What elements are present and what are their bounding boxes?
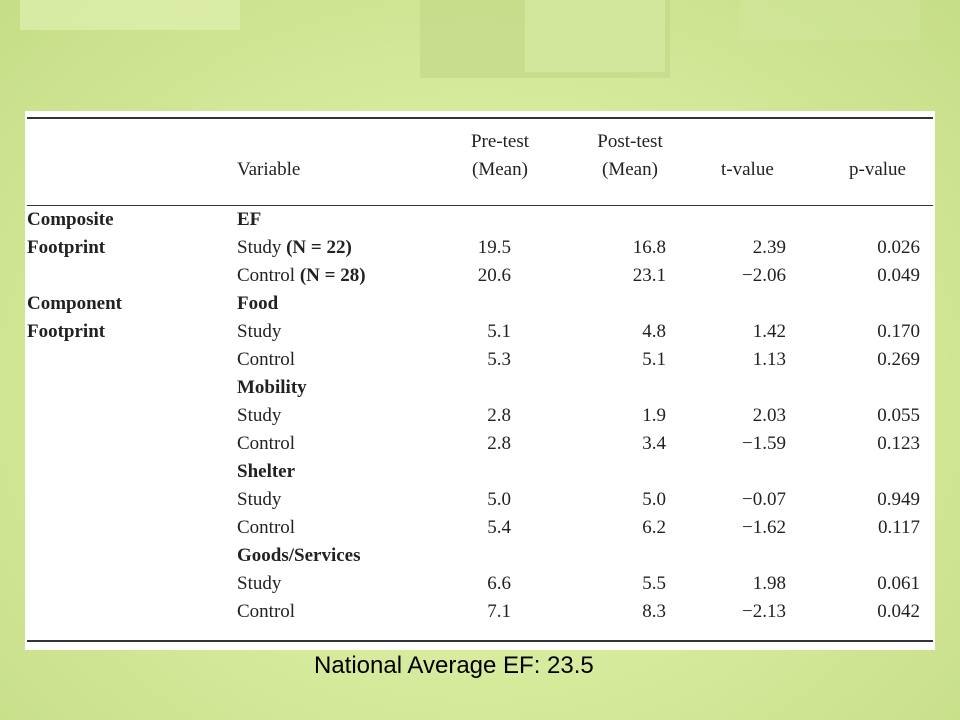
decor-block bbox=[740, 0, 920, 40]
decor-block bbox=[20, 0, 240, 30]
section-label: Shelter bbox=[237, 461, 296, 482]
results-table: Variable Pre-test (Mean) Post-test (Mean… bbox=[25, 111, 935, 650]
row-t: −1.59 bbox=[742, 433, 786, 454]
header-t-value: t-value bbox=[721, 159, 774, 180]
national-average-note: National Average EF: 23.5 bbox=[314, 652, 594, 679]
table-row: Control (N = 28) bbox=[237, 265, 366, 287]
row-variable: Study bbox=[237, 405, 282, 426]
row-t: 1.98 bbox=[752, 573, 786, 594]
row-pre: 2.8 bbox=[487, 405, 511, 426]
row-p: 0.123 bbox=[877, 433, 920, 454]
row-variable: Study bbox=[237, 321, 282, 342]
row-p: 0.170 bbox=[877, 321, 920, 342]
row-p: 0.042 bbox=[877, 601, 920, 622]
row-post: 3.4 bbox=[642, 433, 666, 454]
header-p-value: p-value bbox=[849, 159, 906, 180]
row-t: 1.42 bbox=[752, 321, 786, 342]
group-label-composite: Composite bbox=[27, 209, 114, 230]
row-p: 0.049 bbox=[877, 265, 920, 286]
row-p: 0.026 bbox=[877, 237, 920, 258]
section-label: Mobility bbox=[237, 377, 307, 398]
row-pre: 19.5 bbox=[477, 237, 511, 258]
row-p: 0.949 bbox=[877, 489, 920, 510]
row-sample-size: (N = 28) bbox=[299, 265, 366, 286]
table-bottom-rule bbox=[27, 640, 933, 642]
group-label-component: Component bbox=[27, 293, 123, 314]
row-variable: Control bbox=[237, 265, 296, 286]
row-post: 6.2 bbox=[642, 517, 666, 538]
row-pre: 5.4 bbox=[487, 517, 511, 538]
row-post: 5.1 bbox=[642, 349, 666, 370]
row-variable: Study bbox=[237, 489, 282, 510]
group-label-footprint: Footprint bbox=[27, 321, 106, 342]
row-p: 0.117 bbox=[877, 517, 920, 538]
table-top-rule bbox=[27, 117, 933, 119]
row-variable: Control bbox=[237, 601, 296, 622]
section-label: Goods/Services bbox=[237, 545, 361, 566]
row-pre: 2.8 bbox=[487, 433, 511, 454]
table-header-rule bbox=[27, 205, 933, 206]
row-variable: Study bbox=[237, 237, 282, 258]
group-label-footprint: Footprint bbox=[27, 237, 106, 258]
header-pre-line2: (Mean) bbox=[472, 159, 528, 180]
row-post: 4.8 bbox=[642, 321, 666, 342]
header-variable: Variable bbox=[237, 159, 301, 180]
row-post: 1.9 bbox=[642, 405, 666, 426]
header-pre-line1: Pre-test bbox=[470, 131, 530, 152]
row-variable: Study bbox=[237, 573, 282, 594]
row-post: 16.8 bbox=[632, 237, 666, 258]
row-t: 1.13 bbox=[752, 349, 786, 370]
table-row: Study (N = 22) bbox=[237, 237, 352, 259]
row-t: −2.13 bbox=[742, 601, 786, 622]
row-variable: Control bbox=[237, 433, 296, 454]
row-t: −2.06 bbox=[742, 265, 786, 286]
section-label: EF bbox=[237, 209, 262, 230]
row-pre: 6.6 bbox=[487, 573, 511, 594]
row-post: 8.3 bbox=[642, 601, 666, 622]
row-pre: 7.1 bbox=[487, 601, 511, 622]
section-label: Food bbox=[237, 293, 279, 314]
row-p: 0.061 bbox=[877, 573, 920, 594]
decor-block bbox=[525, 0, 665, 72]
row-variable: Control bbox=[237, 517, 296, 538]
row-t: 2.03 bbox=[752, 405, 786, 426]
row-variable: Control bbox=[237, 349, 296, 370]
row-post: 5.0 bbox=[642, 489, 666, 510]
row-t: −1.62 bbox=[742, 517, 786, 538]
row-post: 5.5 bbox=[642, 573, 666, 594]
row-pre: 5.3 bbox=[487, 349, 511, 370]
row-p: 0.269 bbox=[877, 349, 920, 370]
row-post: 23.1 bbox=[632, 265, 666, 286]
row-sample-size: (N = 22) bbox=[286, 237, 352, 258]
row-t: −0.07 bbox=[742, 489, 786, 510]
row-pre: 5.0 bbox=[487, 489, 511, 510]
row-t: 2.39 bbox=[752, 237, 786, 258]
header-post-line1: Post-test bbox=[597, 131, 663, 152]
row-pre: 20.6 bbox=[477, 265, 511, 286]
row-p: 0.055 bbox=[877, 405, 920, 426]
row-pre: 5.1 bbox=[487, 321, 511, 342]
header-post-line2: (Mean) bbox=[602, 159, 658, 180]
